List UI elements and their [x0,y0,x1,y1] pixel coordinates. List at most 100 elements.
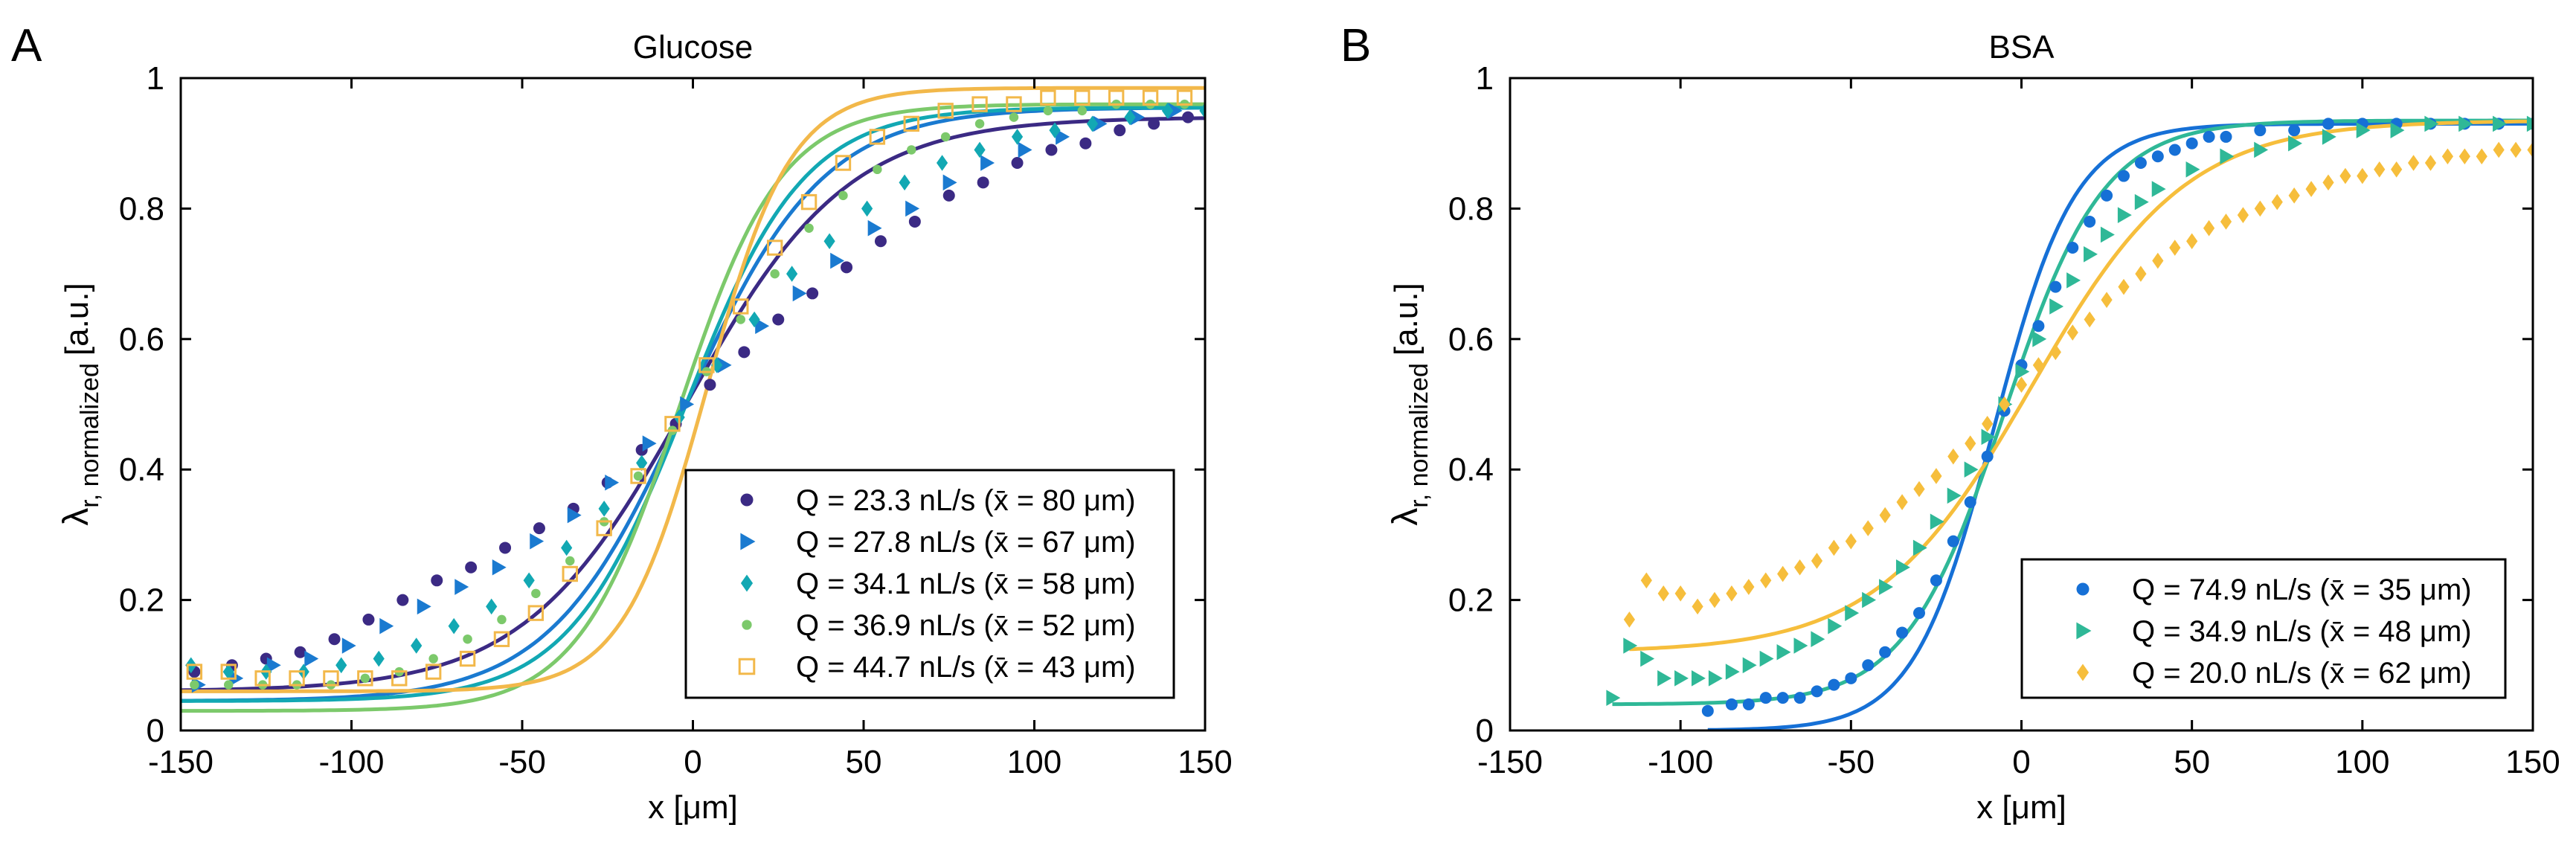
data-point [360,673,370,684]
y-label-subscript: r, normalized [1405,363,1433,508]
data-point [1947,487,1962,504]
data-point [2322,174,2334,191]
data-point [492,559,507,576]
data-point [1845,533,1857,550]
x-tick-label: 0 [684,744,701,780]
data-point [2254,124,2267,137]
data-point [642,435,657,452]
data-point [425,664,442,680]
data-point [530,533,545,550]
data-point [2288,124,2301,137]
x-tick-label: -150 [148,744,213,780]
data-point [2356,122,2371,138]
data-point [1930,468,1942,484]
data-point [1896,494,1908,510]
data-point [2510,141,2522,158]
data-point [2424,115,2439,132]
data-point [907,145,916,155]
data-point [736,315,745,324]
y-tick-label: 1 [1476,60,1494,97]
legend-label: Q = 34.9 nL/s (x̄ = 48 μm) [2132,615,2472,648]
data-point [2254,141,2269,158]
x-tick-label: 150 [2505,744,2560,780]
data-point [1879,579,1893,595]
data-point [2066,324,2078,341]
data-point [664,416,681,432]
data-point [561,539,573,556]
y-label-unit: [a.u.] [59,283,95,356]
data-point [1040,89,1056,106]
data-point [869,129,886,145]
legend-item: Q = 34.9 nL/s (x̄ = 48 μm) [2076,615,2472,648]
data-point [1760,572,1772,589]
data-point [2118,170,2130,182]
data-point [2220,213,2232,230]
data-point [1049,122,1061,138]
x-tick-label: -50 [1828,744,1875,780]
data-point [2032,357,2045,373]
data-point [861,200,873,217]
data-point [463,634,472,644]
data-point [2305,181,2317,197]
data-point [2476,148,2487,165]
data-point [766,240,783,256]
x-tick-label: 100 [1007,744,1061,780]
data-point [2135,266,2147,282]
data-point [1623,611,1636,628]
data-point [2169,240,2181,256]
data-point [977,176,989,189]
data-point [1674,585,1686,602]
x-tick-label: 100 [2335,744,2389,780]
data-point [2288,187,2300,204]
data-point [428,654,438,664]
legend-label: Q = 34.1 nL/s (x̄ = 58 μm) [796,568,1136,600]
data-point [2185,137,2198,150]
data-point [2458,148,2470,165]
data-point [748,311,760,328]
data-point [2015,376,2028,393]
data-point [565,556,575,566]
data-point [1086,115,1099,132]
data-point [1657,585,1669,602]
data-point [2117,207,2132,223]
data-point [1725,698,1738,710]
data-point [294,646,306,658]
data-point [224,680,234,690]
data-point [1811,685,1823,698]
data-point [905,200,920,217]
data-point [1828,617,1843,635]
data-point [940,132,951,142]
x-tick-label: 50 [846,744,882,780]
data-point [1043,106,1053,116]
data-point [2220,130,2232,143]
data-point [1777,565,1789,582]
data-point [1606,690,1621,706]
data-point [792,285,807,302]
data-point [838,190,848,201]
y-tick-label: 0.4 [119,452,164,488]
data-point [2322,129,2336,145]
y-tick-label: 0 [1476,713,1494,749]
data-point [362,613,375,626]
data-point [1691,670,1706,687]
data-point [2076,622,2092,640]
data-points [185,89,1205,693]
data-point [1640,650,1655,667]
data-point [1759,692,1772,704]
data-point [1930,574,1942,587]
data-point [835,155,852,171]
data-point [740,574,754,592]
x-tick-label: 0 [2012,744,2030,780]
data-point [1964,496,1976,509]
data-point [254,670,271,687]
data-point [373,650,385,667]
data-point [2186,233,2198,250]
data-point [1896,626,1909,639]
data-point [2288,135,2302,152]
data-point [1964,461,1979,478]
data-point [598,501,610,517]
data-point [2526,115,2533,132]
data-point [605,474,620,491]
data-point [1965,435,1976,452]
data-point [1093,115,1108,132]
